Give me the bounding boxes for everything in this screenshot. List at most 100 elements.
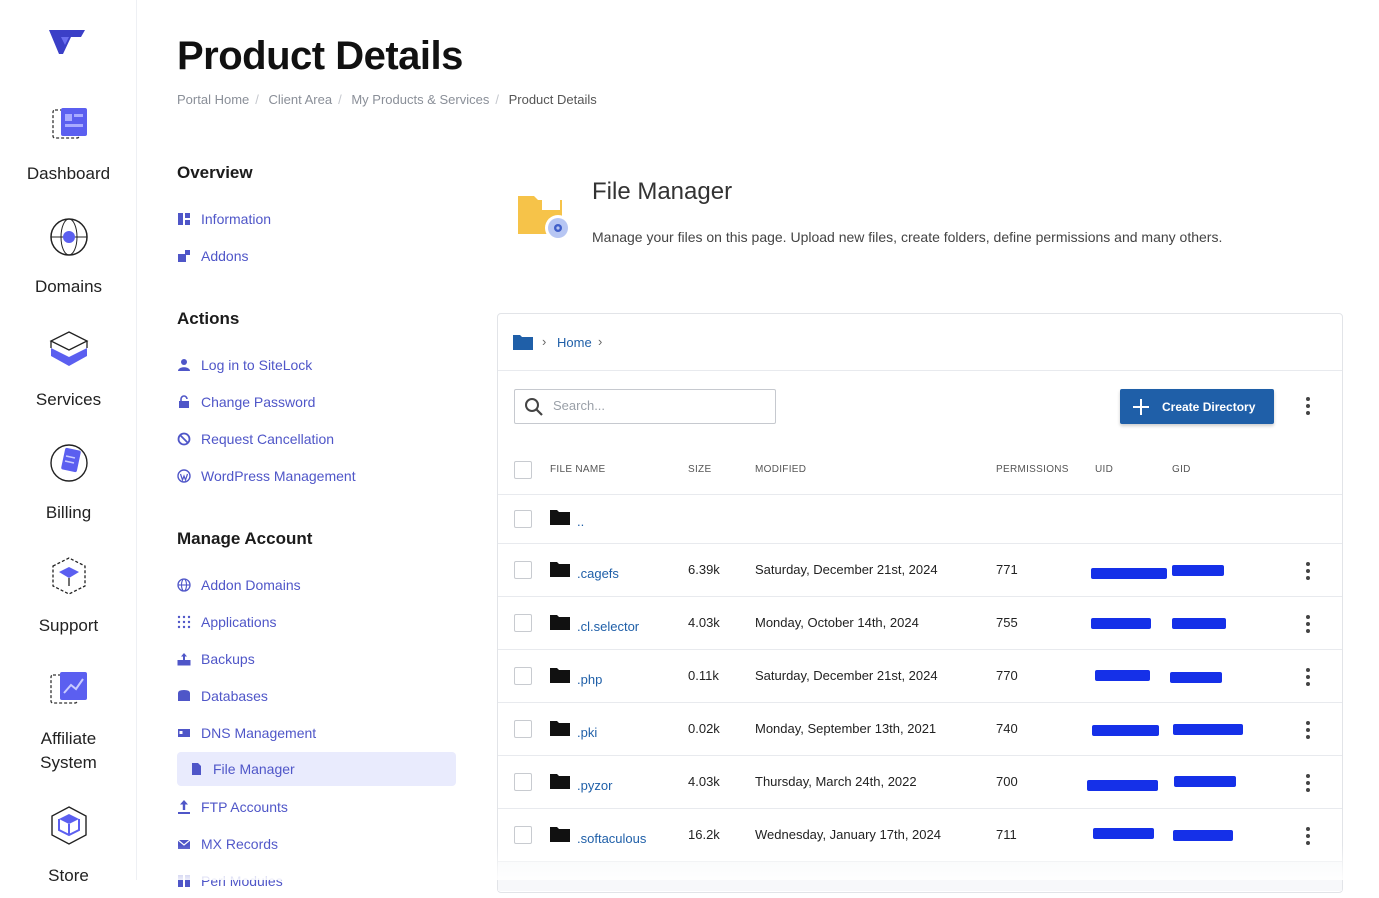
table-row[interactable]: .pyzor 4.03k Thursday, March 24th, 2022 …	[498, 755, 1342, 808]
file-modified: Thursday, March 24th, 2022	[755, 774, 917, 789]
row-menu-icon[interactable]	[1300, 826, 1316, 846]
create-directory-button[interactable]: Create Directory	[1120, 389, 1274, 424]
rail-label: Affiliate System	[40, 729, 97, 772]
file-name-link[interactable]: .cagefs	[577, 566, 619, 581]
sidebar-item-addon-domains[interactable]: Addon Domains	[177, 568, 456, 602]
store-icon	[50, 806, 87, 845]
redacted-uid	[1093, 828, 1154, 839]
table-row[interactable]: .cagefs 6.39k Saturday, December 21st, 2…	[498, 543, 1342, 596]
sidebar-item-label: Perl Modules	[201, 873, 283, 889]
sidebar-item-label: WordPress Management	[201, 468, 356, 484]
sidebar-item-label: Applications	[201, 614, 277, 630]
table-row[interactable]: .softaculous 16.2k Wednesday, January 17…	[498, 808, 1342, 861]
globe-icon	[49, 218, 88, 256]
rail-item-support[interactable]: Support	[0, 554, 137, 638]
row-menu-icon[interactable]	[1300, 561, 1316, 581]
file-permissions: 770	[996, 668, 1018, 683]
row-menu-icon[interactable]	[1300, 614, 1316, 634]
column-header-gid[interactable]: GID	[1172, 464, 1191, 475]
file-modified: Monday, September 13th, 2021	[755, 721, 937, 736]
sidebar-item-applications[interactable]: Applications	[177, 605, 456, 639]
file-modified: Saturday, December 21st, 2024	[755, 562, 938, 577]
sidebar-item-databases[interactable]: Databases	[177, 679, 456, 713]
select-all-checkbox[interactable]	[514, 461, 532, 479]
path-home-link[interactable]: Home	[557, 335, 592, 350]
column-header-name[interactable]: FILE NAME	[550, 464, 606, 475]
row-checkbox[interactable]	[514, 561, 532, 579]
table-row[interactable]: .pki 0.02k Monday, September 13th, 2021 …	[498, 702, 1342, 755]
sidebar-item-label: File Manager	[213, 761, 295, 777]
folder-icon	[550, 510, 570, 525]
sidebar-item-sitelock[interactable]: Log in to SiteLock	[177, 348, 456, 382]
search-field[interactable]	[514, 389, 776, 424]
sidebar-item-information[interactable]: Information	[177, 202, 456, 236]
file-name-link[interactable]: .pki	[577, 725, 598, 740]
column-header-permissions[interactable]: PERMISSIONS	[996, 464, 1069, 475]
column-header-modified[interactable]: MODIFIED	[755, 464, 807, 475]
search-input[interactable]	[553, 398, 763, 413]
row-checkbox[interactable]	[514, 510, 532, 528]
redacted-uid	[1087, 780, 1158, 791]
dns-icon	[178, 729, 190, 737]
file-name-link[interactable]: .pyzor	[577, 778, 613, 793]
rail-label: Support	[38, 616, 99, 635]
row-checkbox[interactable]	[514, 773, 532, 791]
row-menu-icon[interactable]	[1300, 720, 1316, 740]
table-row[interactable]: .php 0.11k Saturday, December 21st, 2024…	[498, 649, 1342, 702]
rail-item-affiliate[interactable]: Affiliate System	[0, 667, 137, 775]
breadcrumb-current: Product Details	[508, 92, 597, 107]
breadcrumb-separator: /	[255, 92, 259, 107]
file-name-link[interactable]: .softaculous	[577, 831, 647, 846]
breadcrumb-link[interactable]: My Products & Services	[351, 92, 490, 107]
sidebar-item-mx-records[interactable]: MX Records	[177, 827, 456, 861]
rail-label: Billing	[45, 503, 92, 522]
rail-item-billing[interactable]: Billing	[0, 441, 137, 525]
rail-item-store[interactable]: Store	[0, 804, 137, 888]
more-options-icon[interactable]	[1300, 396, 1316, 416]
sidebar-item-backups[interactable]: Backups	[177, 642, 456, 676]
sidebar-item-file-manager[interactable]: File Manager	[177, 752, 456, 786]
sidebar-item-label: Addon Domains	[201, 577, 301, 593]
breadcrumb-link[interactable]: Portal Home	[177, 92, 250, 107]
sidebar-item-request-cancellation[interactable]: Request Cancellation	[177, 422, 456, 456]
sidebar-item-perl-modules[interactable]: Perl Modules	[177, 864, 456, 898]
folder-icon	[550, 721, 570, 736]
row-menu-icon[interactable]	[1300, 667, 1316, 687]
row-checkbox[interactable]	[514, 667, 532, 685]
table-row-parent[interactable]: ..	[498, 494, 1342, 543]
column-header-size[interactable]: SIZE	[688, 464, 712, 475]
rail-item-domains[interactable]: Domains	[0, 215, 137, 299]
sidebar-item-change-password[interactable]: Change Password	[177, 385, 456, 419]
left-rail: Dashboard Domains Services Billing	[0, 0, 137, 885]
folder-icon[interactable]	[513, 334, 533, 350]
sidebar-item-dns-management[interactable]: DNS Management	[177, 716, 456, 750]
rail-item-dashboard[interactable]: Dashboard	[0, 102, 137, 186]
file-modified: Wednesday, January 17th, 2024	[755, 827, 941, 842]
row-checkbox[interactable]	[514, 826, 532, 844]
rail-item-services[interactable]: Services	[0, 328, 137, 412]
row-checkbox[interactable]	[514, 720, 532, 738]
mail-icon	[177, 839, 191, 849]
sidebar-item-ftp-accounts[interactable]: FTP Accounts	[177, 790, 456, 824]
row-checkbox[interactable]	[514, 614, 532, 632]
file-name-link[interactable]: .cl.selector	[577, 619, 640, 634]
brand-logo[interactable]	[45, 24, 89, 60]
layout-icon	[178, 213, 190, 225]
file-manager-panel: › Home › Create Directory FILE NAME SIZE…	[497, 313, 1343, 893]
sidebar-item-wordpress[interactable]: WordPress Management	[177, 459, 456, 493]
table-row[interactable]: .cl.selector 4.03k Monday, October 14th,…	[498, 596, 1342, 649]
folder-settings-icon	[518, 196, 571, 241]
file-name-link[interactable]: ..	[577, 514, 585, 529]
rail-label: Domains	[34, 277, 103, 296]
breadcrumb-separator: /	[495, 92, 499, 107]
sidebar-item-addons[interactable]: Addons	[177, 239, 456, 273]
breadcrumb-link[interactable]: Client Area	[268, 92, 333, 107]
file-name-link[interactable]: .php	[577, 672, 603, 687]
redacted-uid	[1091, 568, 1167, 579]
row-menu-icon[interactable]	[1300, 773, 1316, 793]
file-modified: Saturday, December 21st, 2024	[755, 668, 938, 683]
column-header-uid[interactable]: UID	[1095, 464, 1114, 475]
actions-title: Actions	[177, 309, 240, 328]
main-content: Product Details Portal Home / Client Area…	[138, 0, 1379, 893]
file-permissions: 711	[996, 827, 1017, 842]
